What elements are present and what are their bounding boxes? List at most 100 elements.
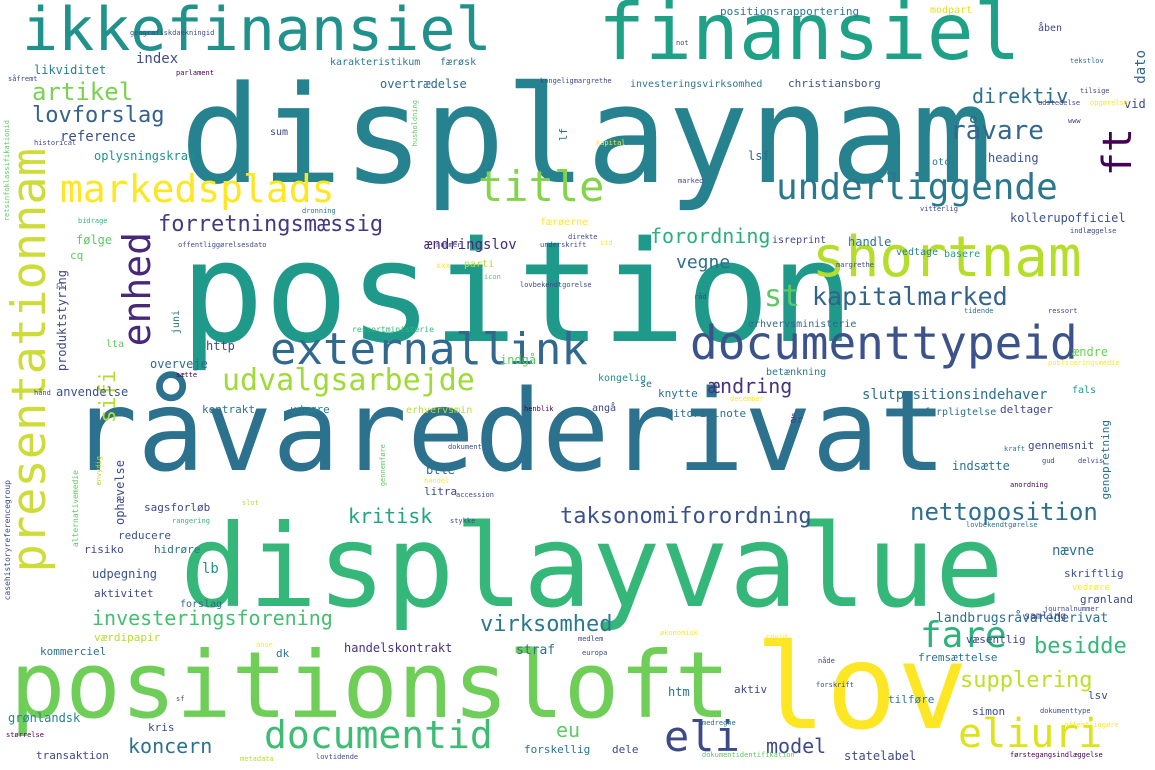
word: gud: [1042, 457, 1055, 465]
word: delvis: [1078, 457, 1104, 465]
word: forordning: [650, 224, 771, 248]
word: erhvervsmin: [406, 405, 473, 416]
word: slutpositionsindehaver: [862, 387, 1048, 403]
word: nummer: [436, 241, 462, 249]
word: statelabel: [844, 749, 917, 763]
word: ændringslov: [424, 237, 517, 253]
word: direktiv: [972, 84, 1069, 108]
word: væsentlig: [966, 633, 1026, 646]
word: år: [790, 413, 804, 426]
word: medregne: [702, 719, 736, 727]
word: sagsforløb: [144, 501, 211, 514]
word: udvalgsarbejde: [222, 363, 475, 398]
word: shortnam: [812, 225, 1082, 290]
word: finansiel: [598, 0, 1021, 78]
word: dokumentidentifikation: [702, 751, 795, 759]
word: fare: [920, 615, 1007, 656]
word: icon: [484, 273, 501, 281]
word: handelskontrakt: [344, 641, 453, 655]
word: kapitalmarked: [812, 282, 1008, 311]
word: displaynam: [180, 57, 993, 214]
word: juni: [171, 310, 182, 335]
word: se: [640, 379, 653, 390]
word: december: [730, 395, 764, 403]
word: fals: [1072, 385, 1097, 396]
word: samling: [1024, 611, 1067, 622]
word: dk: [276, 647, 290, 660]
word: investeringsforening: [92, 606, 333, 630]
word: kris: [148, 721, 175, 734]
word: anse: [256, 641, 273, 649]
word: kraft: [1004, 445, 1026, 453]
word: indgå: [500, 353, 537, 367]
word: besidde: [1034, 634, 1127, 659]
word: vedrøre: [1072, 583, 1110, 593]
word: kontrakt: [202, 403, 255, 416]
word: oplysningskrav: [94, 149, 196, 163]
word: grønland: [1080, 593, 1133, 606]
word: kongelig: [598, 373, 647, 384]
word: http: [206, 339, 235, 353]
word: åben: [1038, 23, 1063, 34]
word: knytte: [658, 387, 698, 400]
word: udpegning: [92, 567, 158, 581]
word: editorialnote: [660, 407, 747, 420]
word: udgøre: [290, 403, 330, 416]
word: parlament: [176, 69, 214, 77]
word: title: [478, 162, 605, 211]
word: journalnummer: [1044, 605, 1099, 613]
word: anvendelse: [56, 385, 129, 399]
word: lf: [557, 128, 570, 142]
word: betænkning: [766, 367, 827, 378]
word: førstegangsindlæggelse: [1010, 751, 1103, 759]
word: eliuri: [958, 711, 1103, 757]
word: eu: [556, 718, 581, 742]
word: lovbekendtgørelse: [966, 521, 1038, 529]
word: historical: [34, 139, 77, 147]
word: kongeligmargrethe: [540, 77, 612, 85]
word: www: [1068, 117, 1081, 125]
word: lovforslag: [32, 103, 165, 128]
word: virksomhed: [480, 612, 613, 637]
word: metadata: [240, 755, 274, 763]
word: externallink: [270, 324, 588, 375]
word: eli: [664, 712, 740, 761]
word: ikkefinansiel: [22, 0, 492, 65]
word: christiansborg: [788, 77, 881, 90]
word: ophævelse: [113, 460, 127, 526]
word: parti: [464, 259, 495, 270]
word: såfremt: [8, 75, 38, 83]
word: indlæggelse: [1070, 227, 1117, 235]
word: værdipapir: [94, 631, 161, 644]
word: lsv: [1088, 689, 1108, 702]
word: reference: [60, 129, 136, 145]
word: gennemsnit: [1028, 439, 1095, 452]
word: covid: [766, 633, 788, 641]
word: taksonomiforordning: [560, 504, 812, 529]
word: fremsættelse: [918, 651, 998, 664]
word: forpligtelse: [924, 407, 997, 418]
word: displayvalue: [180, 500, 1004, 633]
word: forskellig: [524, 743, 591, 756]
word: vid: [1124, 97, 1146, 111]
word: karakteristikum: [330, 57, 421, 68]
word: hånd: [34, 389, 51, 397]
word: simon: [972, 705, 1006, 718]
word: færøerne: [540, 217, 589, 228]
word: landbrugsråvarederivat: [936, 611, 1109, 626]
word: indsætte: [952, 459, 1010, 473]
word: markedsplads: [60, 167, 335, 211]
word: cq: [70, 249, 84, 262]
word: nåde: [818, 657, 835, 665]
word: nettoposition: [910, 498, 1098, 526]
word: tidende: [964, 307, 994, 315]
word: dele: [612, 743, 639, 756]
word: ændre: [1072, 345, 1109, 359]
word: forretningsmæssig: [158, 212, 384, 237]
word: heading: [988, 151, 1039, 165]
word: europa: [582, 649, 608, 657]
word: position: [180, 212, 855, 375]
word: færøsk: [440, 57, 477, 68]
word: aktiv: [734, 683, 768, 696]
